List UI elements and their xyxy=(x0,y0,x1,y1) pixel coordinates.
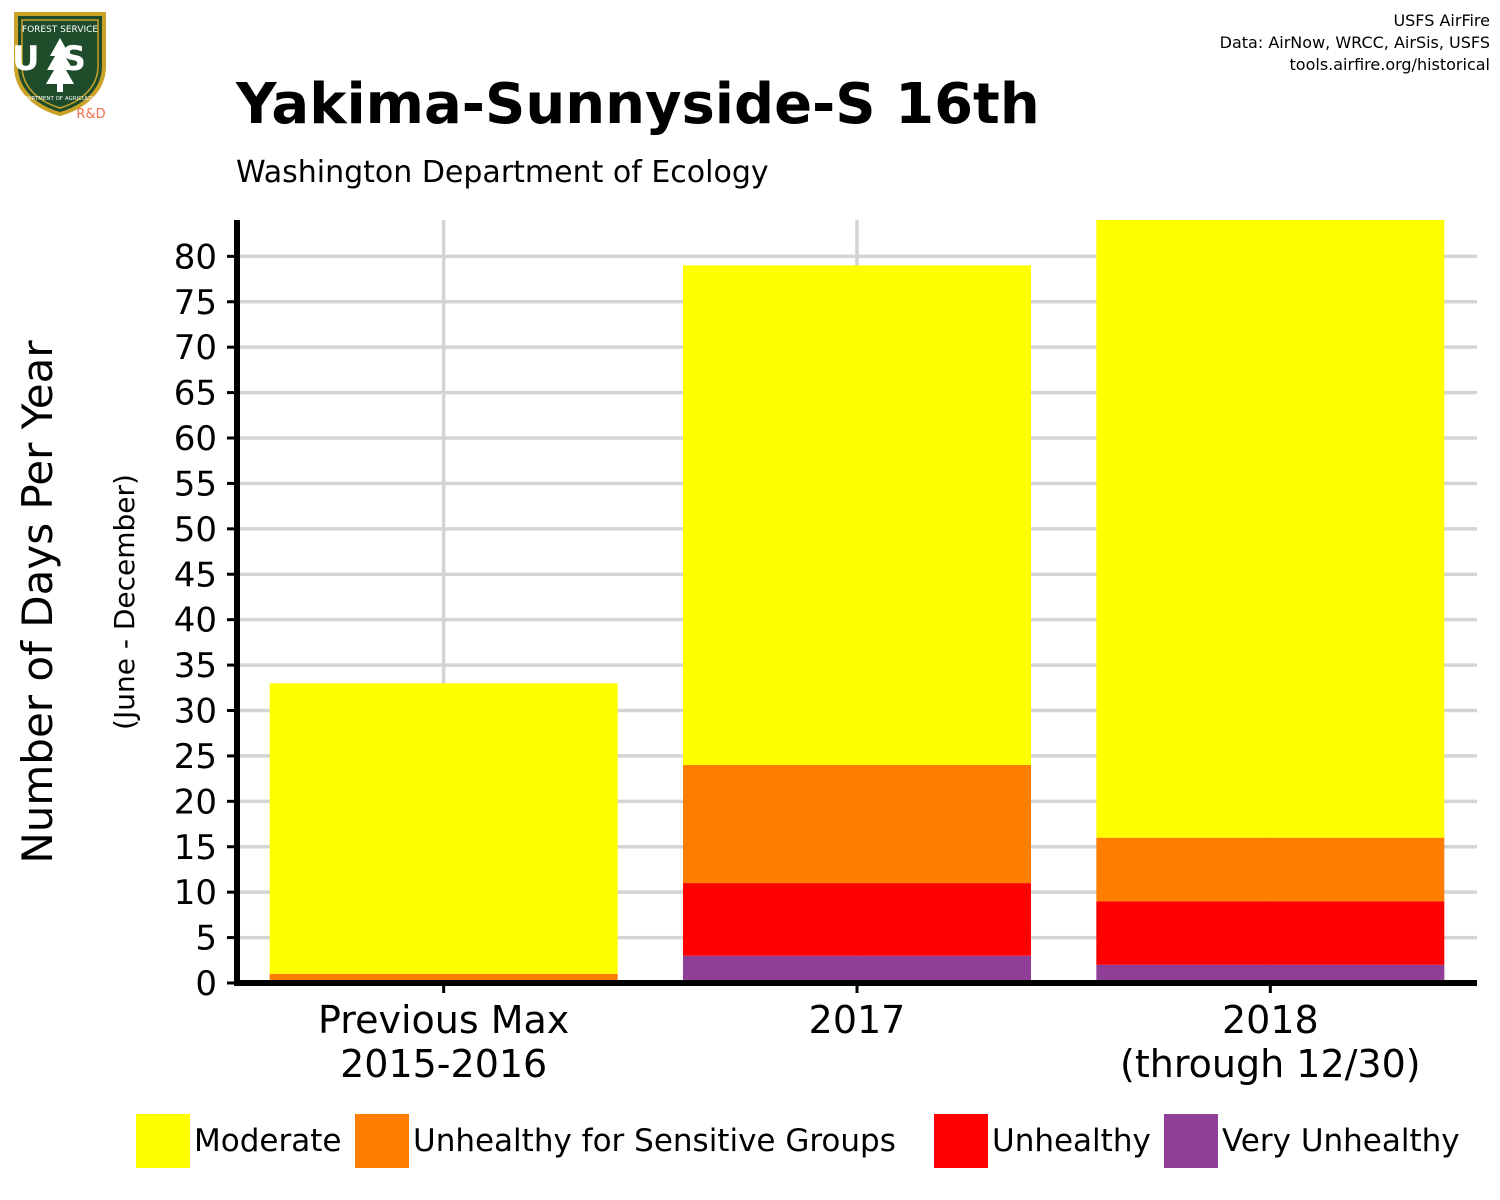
legend-item-usg: Unhealthy for Sensitive Groups xyxy=(355,1113,896,1169)
legend-label-usg: Unhealthy for Sensitive Groups xyxy=(413,1123,896,1159)
y-tick-label: 45 xyxy=(174,555,217,595)
x-tick-label: Previous Max xyxy=(318,998,569,1042)
chart-subtitle: Washington Department of Ecology xyxy=(236,155,769,190)
bar-segment xyxy=(269,683,618,974)
y-tick-label: 80 xyxy=(174,237,217,277)
x-tick-label: 2018 xyxy=(1222,998,1319,1042)
bar-segment xyxy=(269,973,618,983)
bar-segment xyxy=(683,265,1031,765)
y-tick-label: 30 xyxy=(174,692,217,732)
tree-icon xyxy=(46,38,74,84)
usfs-logo: FOREST SERVICE US DEPARTMENT OF AGRICULT… xyxy=(8,8,112,122)
usfs-shield-icon: FOREST SERVICE US DEPARTMENT OF AGRICULT… xyxy=(12,12,108,122)
chart-title: Yakima-Sunnyside-S 16th xyxy=(236,72,1040,137)
legend-swatch-usg xyxy=(355,1114,409,1168)
y-tick-label: 0 xyxy=(195,964,217,1004)
bar-segment xyxy=(1096,901,1445,965)
logo-badge: R&D xyxy=(76,107,105,120)
x-tick-label: 2015-2016 xyxy=(340,1042,547,1086)
y-tick-label: 5 xyxy=(195,919,217,959)
x-tick-label: (through 12/30) xyxy=(1120,1042,1421,1086)
credit-line-2: Data: AirNow, WRCC, AirSis, USFS xyxy=(1219,33,1490,52)
legend-item-unhealthy: Unhealthy xyxy=(934,1113,1151,1169)
labels-layer: 0 5 10 15 20 25 30 35 40 45 50 55 60 65 70 75 80 Previous… xyxy=(13,237,1421,1086)
bar-segment xyxy=(683,765,1031,884)
legend-item-very-unhealthy: Very Unhealthy xyxy=(1164,1113,1460,1169)
bars-layer xyxy=(269,220,1445,983)
credit-line-3: tools.airfire.org/historical xyxy=(1289,55,1490,74)
axis-layer xyxy=(227,220,1477,993)
logo-text-top: FOREST SERVICE xyxy=(22,25,99,35)
bar-segment xyxy=(1096,837,1445,902)
y-tick-label: 65 xyxy=(174,374,217,414)
legend-label-very-unhealthy: Very Unhealthy xyxy=(1222,1123,1460,1159)
bar-segment xyxy=(683,955,1031,983)
y-tick-label: 70 xyxy=(174,328,217,368)
stacked-bar-chart: 0 5 10 15 20 25 30 35 40 45 50 55 60 65 70 75 80 Previous… xyxy=(13,220,1477,1086)
x-tick-label: 2017 xyxy=(809,998,906,1042)
bar-segment xyxy=(1096,964,1445,983)
bar-segment xyxy=(1096,220,1445,838)
y-tick-label: 60 xyxy=(174,419,217,459)
y-tick-label: 75 xyxy=(174,283,217,323)
y-tick-label: 25 xyxy=(174,737,217,777)
legend-swatch-unhealthy xyxy=(934,1114,988,1168)
y-tick-label: 40 xyxy=(174,601,217,641)
bar-segment xyxy=(683,883,1031,956)
y-tick-label: 55 xyxy=(174,464,217,504)
logo-text-bottom: DEPARTMENT OF AGRICULTURE xyxy=(17,96,104,102)
y-tick-label: 20 xyxy=(174,782,217,822)
logo-text-main: US xyxy=(12,39,108,79)
y-tick-label: 15 xyxy=(174,828,217,868)
y-tick-label: 10 xyxy=(174,873,217,913)
y-axis-title: Number of Days Per Year xyxy=(13,340,62,864)
y-tick-label: 50 xyxy=(174,510,217,550)
y-axis-subtitle: (June - December) xyxy=(108,474,141,730)
credit-line-1: USFS AirFire xyxy=(1393,11,1490,30)
legend-label-unhealthy: Unhealthy xyxy=(992,1123,1151,1159)
legend-swatch-moderate xyxy=(136,1114,190,1168)
legend-label-moderate: Moderate xyxy=(194,1123,342,1159)
legend-item-moderate: Moderate xyxy=(136,1113,341,1169)
legend-swatch-very-unhealthy xyxy=(1164,1114,1218,1168)
y-tick-label: 35 xyxy=(174,646,217,686)
